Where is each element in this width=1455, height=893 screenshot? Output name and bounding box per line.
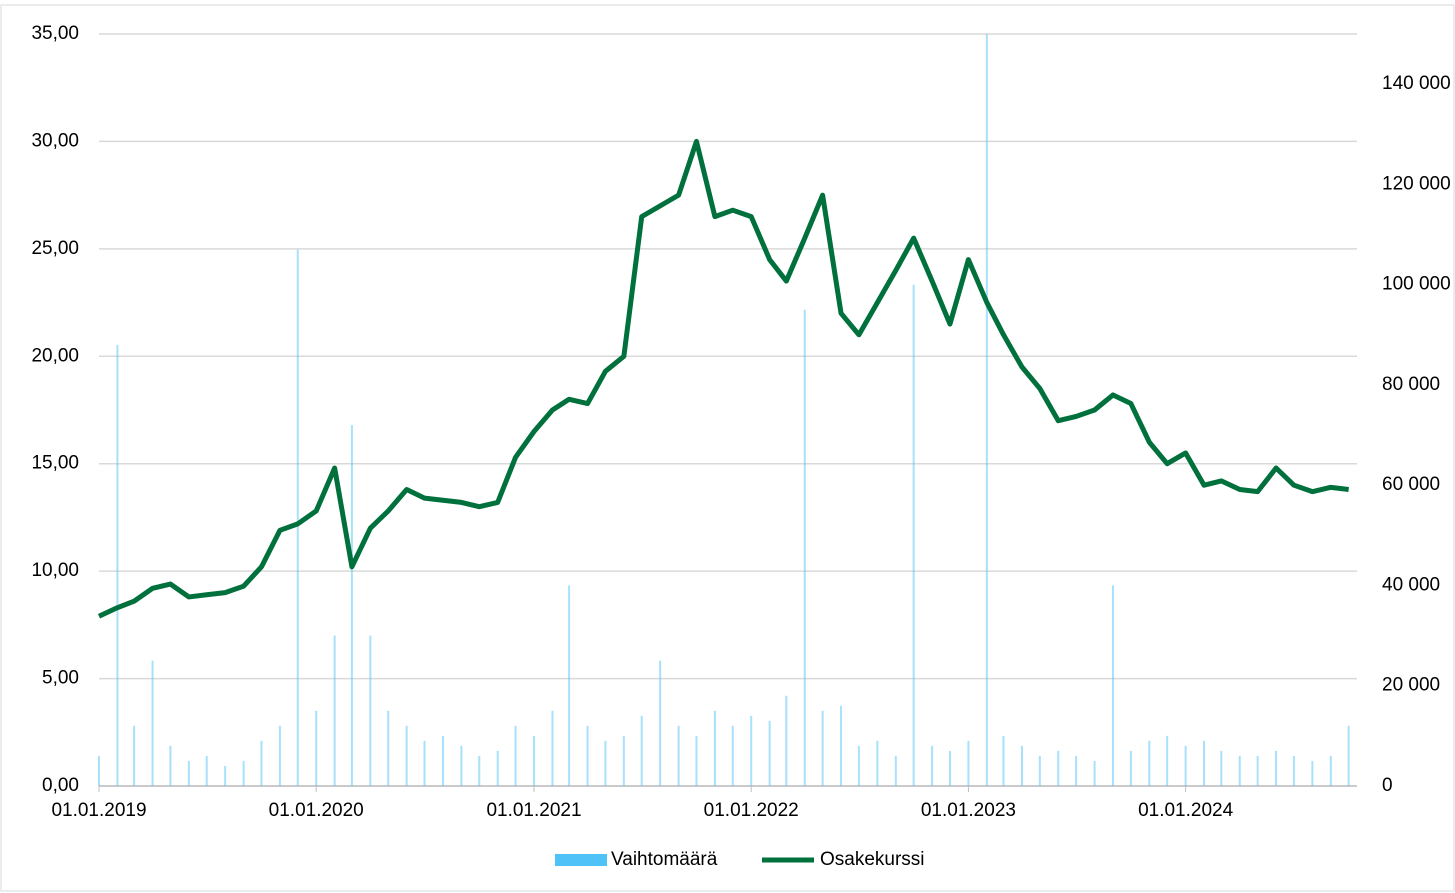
volume-bar [1020,745,1023,786]
volume-bar [1238,755,1241,786]
volume-bar [1347,725,1350,786]
volume-bar [840,705,843,786]
volume-bar [296,249,299,786]
volume-bar [640,715,643,786]
volume-bar [1166,735,1169,786]
y2-tick-label: 40 000 [1382,574,1440,595]
y2-tick-label: 0 [1382,775,1393,796]
y2-tick-label: 100 000 [1382,274,1451,295]
volume-bar [604,740,607,786]
price-line [97,138,1349,619]
volume-bar [931,745,934,786]
volume-bar [857,745,860,786]
x-tick-label: 01.01.2019 [51,800,146,821]
volume-bar [803,309,806,786]
volume-bar [478,755,481,786]
y-tick-label: 20,00 [31,345,79,366]
volume-bar [151,660,154,786]
volume-bar [460,745,463,786]
chart-frame [0,4,1455,892]
volume-bar [894,755,897,786]
volume-bar [586,725,589,786]
volume-bar [948,750,951,786]
volume-bar [768,720,771,786]
volume-bar [1275,750,1278,786]
volume-bar [1292,755,1295,786]
volume-bar [695,735,698,786]
volume-bar [750,715,753,786]
volume-bar [205,755,208,786]
y-tick-label: 10,00 [31,560,79,581]
y2-tick-label: 120 000 [1382,173,1451,194]
y2-tick-label: 60 000 [1382,474,1440,495]
x-tick-label: 01.01.2021 [486,800,581,821]
volume-bar [350,425,353,786]
volume-bar [369,635,372,786]
volume-bar [1329,755,1332,786]
volume-bar [1220,750,1223,786]
volume-bar [1112,585,1115,786]
volume-bar [533,735,536,786]
volume-bar [224,765,227,786]
volume-bar [1093,760,1096,786]
y-tick-label: 35,00 [31,23,79,44]
volume-bar [659,660,662,786]
y-tick-label: 30,00 [31,130,79,151]
volume-bar [405,725,408,786]
volume-bar [1311,760,1314,786]
volume-bar [677,725,680,786]
x-tick-label: 01.01.2020 [269,800,364,821]
volume-bar [333,635,336,786]
x-tick-label: 01.01.2024 [1138,800,1234,821]
volume-bar [514,725,517,786]
volume-bar [731,725,734,786]
volume-bar [1129,750,1132,786]
volume-bar [1184,745,1187,786]
y2-tick-label: 140 000 [1382,73,1451,94]
volume-bar [1057,750,1060,786]
volume-bar [98,755,100,786]
volume-bar [423,740,426,786]
legend-swatch [555,854,607,866]
volume-bar [169,745,172,786]
x-tick-label: 01.01.2022 [704,800,799,821]
y2-tick-label: 20 000 [1382,675,1440,696]
volume-bar [187,760,190,786]
volume-bar [713,710,716,786]
volume-bar [1203,740,1206,786]
y-tick-label: 0,00 [42,775,79,796]
volume-bar [568,585,571,786]
y-tick-label: 15,00 [31,453,79,474]
volume-bar [1256,755,1259,786]
legend-label: Vaihtomäärä [611,849,718,870]
volume-bar [821,710,824,786]
volume-bar [1002,735,1005,786]
volume-bar [912,284,915,786]
volume-bar [315,710,318,786]
volume-bar [441,735,444,786]
volume-bar [242,760,245,786]
volume-bar [551,710,554,786]
volume-bar [1075,755,1078,786]
volume-bar [116,344,119,786]
volume-bar [876,740,879,786]
volume-bar [785,695,788,786]
volume-bar [1148,740,1151,786]
volume-bar [133,725,136,786]
volume-bar [622,735,625,786]
x-tick-label: 01.01.2023 [921,800,1016,821]
y-tick-label: 5,00 [42,668,79,689]
volume-bar [496,750,499,786]
y2-tick-label: 80 000 [1382,374,1440,395]
volume-bar [1038,755,1041,786]
legend-label: Osakekurssi [820,849,925,870]
volume-bar [260,740,263,786]
volume-bar [387,710,390,786]
volume-bar [278,725,281,786]
volume-bar [985,34,988,786]
volume-bar [967,740,970,786]
y-tick-label: 25,00 [31,238,79,259]
